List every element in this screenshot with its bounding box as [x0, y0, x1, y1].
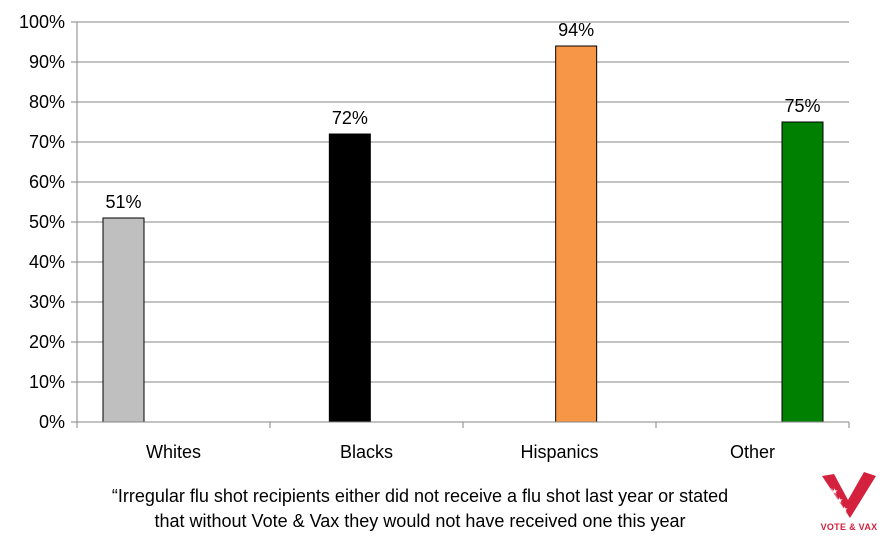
svg-text:★: ★: [831, 487, 838, 496]
y-tick-label: 30%: [29, 292, 65, 312]
chart-caption: “Irregular flu shot recipients either di…: [20, 484, 820, 534]
data-label-blacks: 72%: [332, 108, 368, 128]
y-tick-label: 50%: [29, 212, 65, 232]
y-axis-tick-labels: 0% 10% 20% 30% 40% 50% 60% 70% 80% 90% 100%: [19, 12, 65, 432]
y-tick-label: 90%: [29, 52, 65, 72]
bar-blacks: [328, 133, 371, 423]
vote-and-vax-logo: ★ ★ ★ VOTE & VAX: [818, 470, 880, 534]
y-tick-label: 20%: [29, 332, 65, 352]
x-axis-category-labels: Whites Blacks Hispanics Other: [146, 442, 775, 462]
data-labels: 51% 72% 94% 75%: [105, 20, 820, 212]
category-label-other: Other: [730, 442, 775, 462]
category-label-whites: Whites: [146, 442, 201, 462]
data-label-other: 75%: [784, 96, 820, 116]
y-tick-label: 80%: [29, 92, 65, 112]
caption-line-2: that without Vote & Vax they would not h…: [154, 511, 686, 531]
bar-hispanics: [555, 45, 598, 423]
vote-check-icon: ★ ★ ★: [822, 472, 876, 518]
logo-text: VOTE & VAX: [820, 522, 878, 532]
svg-text:★: ★: [841, 505, 848, 514]
svg-text:★: ★: [836, 496, 843, 505]
gridlines: [77, 21, 849, 383]
y-tick-label: 100%: [19, 12, 65, 32]
y-tick-label: 70%: [29, 132, 65, 152]
y-tick-label: 60%: [29, 172, 65, 192]
caption-line-1: “Irregular flu shot recipients either di…: [111, 486, 729, 506]
y-tick-label: 10%: [29, 372, 65, 392]
bar-other: [781, 121, 824, 423]
axes: [71, 21, 850, 428]
bar-whites: [102, 217, 145, 423]
category-label-blacks: Blacks: [340, 442, 393, 462]
y-tick-label: 40%: [29, 252, 65, 272]
bar-chart: 0% 10% 20% 30% 40% 50% 60% 70% 80% 90% 100% 51% 72%…: [19, 12, 850, 462]
category-label-hispanics: Hispanics: [520, 442, 598, 462]
data-label-hispanics: 94%: [558, 20, 594, 40]
data-label-whites: 51%: [105, 192, 141, 212]
y-tick-label: 0%: [39, 412, 65, 432]
